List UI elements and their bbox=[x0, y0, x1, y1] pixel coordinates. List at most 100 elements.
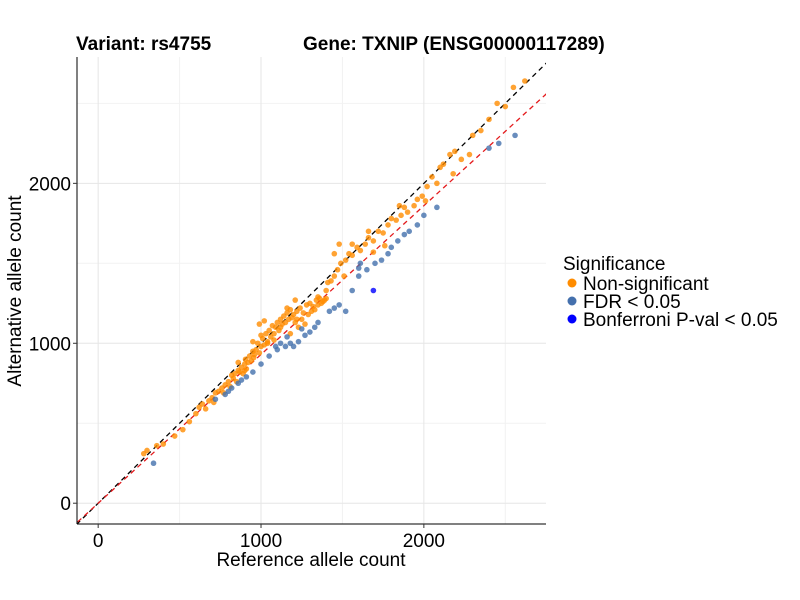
point-non-significant bbox=[452, 148, 458, 155]
point-non-significant bbox=[396, 202, 403, 209]
point-non-significant bbox=[258, 332, 264, 339]
point-non-significant bbox=[144, 447, 150, 454]
point-fdr-0-05 bbox=[395, 238, 401, 244]
point-non-significant bbox=[458, 156, 465, 163]
point-non-significant bbox=[365, 234, 372, 241]
x-tick-label: 0 bbox=[93, 531, 104, 552]
point-non-significant bbox=[323, 287, 329, 294]
reference-lines bbox=[77, 62, 546, 524]
point-non-significant bbox=[153, 442, 160, 449]
point-non-significant bbox=[331, 250, 338, 257]
point-fdr-0-05 bbox=[421, 212, 427, 219]
point-fdr-0-05 bbox=[315, 319, 321, 326]
point-fdr-0-05 bbox=[372, 260, 378, 267]
point-fdr-0-05 bbox=[331, 305, 338, 311]
point-fdr-0-05 bbox=[238, 377, 245, 383]
point-non-significant bbox=[277, 324, 284, 331]
y-axis-title: Alternative allele count bbox=[5, 195, 26, 387]
point-fdr-0-05 bbox=[355, 265, 362, 271]
point-non-significant bbox=[256, 321, 263, 327]
point-non-significant bbox=[311, 306, 318, 313]
point-non-significant bbox=[388, 215, 395, 222]
point-non-significant bbox=[341, 273, 347, 279]
axes bbox=[73, 57, 546, 528]
point-non-significant bbox=[478, 127, 484, 134]
point-non-significant bbox=[522, 78, 528, 84]
y-tick-label: 2000 bbox=[29, 174, 71, 195]
point-non-significant bbox=[375, 228, 382, 235]
point-non-significant bbox=[370, 249, 377, 255]
point-non-significant bbox=[302, 321, 308, 327]
point-fdr-0-05 bbox=[385, 250, 391, 257]
point-non-significant bbox=[298, 316, 305, 323]
point-fdr-0-05 bbox=[357, 260, 364, 267]
point-non-significant bbox=[225, 378, 232, 385]
point-fdr-0-05 bbox=[434, 204, 440, 211]
point-fdr-0-05 bbox=[311, 324, 318, 331]
point-fdr-0-05 bbox=[388, 244, 395, 251]
point-fdr-0-05 bbox=[272, 343, 279, 350]
point-non-significant bbox=[434, 180, 440, 187]
point-non-significant bbox=[419, 193, 426, 199]
point-fdr-0-05 bbox=[150, 460, 157, 467]
point-non-significant bbox=[469, 132, 476, 139]
point-non-significant bbox=[334, 266, 341, 273]
point-non-significant bbox=[180, 426, 186, 433]
point-fdr-0-05 bbox=[355, 273, 362, 279]
point-non-significant bbox=[199, 401, 206, 407]
point-non-significant bbox=[241, 367, 248, 374]
point-non-significant bbox=[193, 410, 199, 417]
point-non-significant bbox=[338, 260, 344, 267]
point-fdr-0-05 bbox=[336, 302, 342, 308]
point-non-significant bbox=[342, 257, 349, 263]
legend-label: FDR < 0.05 bbox=[583, 292, 681, 313]
point-non-significant bbox=[336, 241, 342, 247]
point-fdr-0-05 bbox=[228, 385, 235, 391]
point-non-significant bbox=[365, 228, 372, 235]
point-fdr-0-05 bbox=[266, 353, 272, 359]
point-fdr-0-05 bbox=[326, 308, 333, 315]
point-non-significant bbox=[315, 294, 321, 300]
point-non-significant bbox=[370, 238, 377, 244]
point-non-significant bbox=[447, 151, 453, 158]
point-non-significant bbox=[381, 242, 388, 249]
legend-label: Bonferroni P-val < 0.05 bbox=[583, 310, 778, 331]
point-non-significant bbox=[300, 310, 307, 316]
point-non-significant bbox=[271, 337, 277, 343]
point-non-significant bbox=[331, 273, 338, 279]
point-non-significant bbox=[450, 170, 456, 177]
point-non-significant bbox=[424, 183, 430, 190]
point-non-significant bbox=[362, 241, 369, 247]
point-non-significant bbox=[357, 247, 364, 254]
point-fdr-0-05 bbox=[414, 222, 421, 228]
point-fdr-0-05 bbox=[512, 132, 518, 139]
data-points bbox=[140, 78, 528, 467]
point-non-significant bbox=[261, 318, 268, 324]
point-non-significant bbox=[292, 297, 299, 303]
point-non-significant bbox=[186, 418, 193, 425]
point-non-significant bbox=[250, 338, 256, 345]
point-fdr-0-05 bbox=[364, 266, 370, 273]
point-fdr-0-05 bbox=[349, 287, 356, 294]
y-tick-label: 1000 bbox=[29, 334, 71, 355]
point-non-significant bbox=[264, 340, 271, 347]
point-non-significant bbox=[349, 241, 356, 247]
point-non-significant bbox=[251, 351, 258, 358]
point-non-significant bbox=[494, 100, 500, 107]
plot-panel bbox=[77, 57, 546, 524]
point-non-significant bbox=[380, 230, 386, 236]
x-tick-label: 1000 bbox=[240, 531, 282, 552]
legend-key bbox=[567, 314, 577, 324]
x-axis-title: Reference allele count bbox=[216, 550, 406, 571]
point-non-significant bbox=[328, 278, 334, 284]
point-non-significant bbox=[284, 305, 290, 311]
point-fdr-0-05 bbox=[258, 361, 264, 367]
legend-label: Non-significant bbox=[583, 274, 709, 295]
point-non-significant bbox=[294, 316, 300, 323]
legend-title: Significance bbox=[563, 254, 665, 275]
chart-title-variant: Variant: rs4755 bbox=[76, 34, 212, 55]
point-non-significant bbox=[422, 198, 429, 204]
point-fdr-0-05 bbox=[212, 396, 219, 403]
tick-labels: 0 1000 2000 0 1000 2000 bbox=[29, 174, 445, 552]
